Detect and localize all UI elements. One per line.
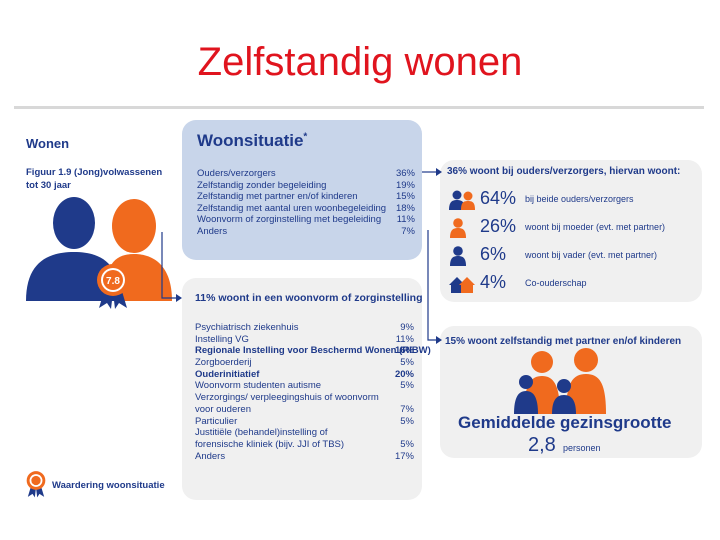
- row-value: 9%: [400, 322, 414, 333]
- list-item: Woonvorm studenten autisme 5%: [195, 380, 414, 392]
- list-item: Ouders/verzorgers 36%: [197, 168, 415, 180]
- item-percentage: 4%: [480, 272, 507, 292]
- row-value: 7%: [401, 225, 415, 237]
- row-value: 5%: [400, 415, 414, 427]
- row-label: Ouders/verzorgers: [197, 168, 276, 179]
- list-item: Psychiatrisch ziekenhuis 9%: [195, 322, 414, 334]
- list-item: Zelfstandig zonder begeleiding 19%: [197, 180, 415, 192]
- zorginstelling-panel: [182, 278, 422, 500]
- item-percentage: 26%: [480, 216, 517, 236]
- title-divider: [14, 106, 704, 109]
- row-value: 15%: [395, 191, 415, 203]
- woonsituatie-title-mark: *: [303, 131, 308, 143]
- two-houses-icon: [449, 277, 475, 293]
- woonsituatie-title-text: Woonsituatie: [197, 131, 304, 150]
- rating-badge-value: 7.8: [106, 276, 120, 287]
- list-item: 26% woont bij moeder (evt. met partner): [448, 216, 698, 240]
- row-label: Verzorgings/ verpleegingshuis of woonvor…: [195, 392, 379, 404]
- woonsituatie-list: Ouders/verzorgers 36% Zelfstandig zonder …: [197, 168, 415, 238]
- figure-caption: Figuur 1.9 (Jong)volwassenen tot 30 jaar: [26, 167, 163, 191]
- row-value: 16%: [394, 345, 414, 357]
- row-label: Instelling VG: [195, 333, 249, 345]
- list-item: voor ouderen 7%: [195, 404, 414, 416]
- list-item: forensische kliniek (bijv. JJI of TBS) 5%: [195, 439, 414, 451]
- list-item: Particulier 5%: [195, 416, 414, 428]
- woonsituatie-title: Woonsituatie*: [197, 131, 307, 151]
- row-label: Woonvorm studenten autisme: [195, 380, 322, 392]
- item-percentage: 64%: [480, 188, 517, 208]
- list-item: 6% woont bij vader (evt. met partner): [448, 244, 698, 268]
- item-percentage: 6%: [480, 244, 507, 264]
- partner-heading: 15% woont zelfstandig met partner en/of …: [445, 336, 682, 347]
- family-size-title: Gemiddelde gezinsgrootte: [458, 413, 672, 432]
- list-item: 64% bij beide ouders/verzorgers: [448, 188, 698, 212]
- rating-rosette-icon: 7.8: [97, 264, 129, 309]
- row-label: Zelfstandig zonder begeleiding: [197, 179, 327, 191]
- family-size-unit: personen: [563, 443, 601, 453]
- two-parents-icon: [449, 190, 475, 210]
- row-value: 7%: [400, 403, 414, 415]
- list-item: Zelfstandig met aantal uren woonbegeleid…: [197, 203, 415, 215]
- zorginstelling-heading: 11% woont in een woonvorm of zorginstell…: [195, 292, 423, 304]
- row-value: 11%: [396, 214, 415, 226]
- mother-icon: [450, 218, 466, 238]
- list-item: Ouderinitiatief 20%: [195, 369, 414, 381]
- row-value: 11%: [395, 333, 414, 345]
- rating-label: Waardering woonsituatie: [52, 480, 165, 491]
- list-item: Verzorgings/ verpleegingshuis of woonvor…: [195, 392, 414, 404]
- slide-title: Zelfstandig wonen: [197, 40, 523, 84]
- father-icon: [450, 246, 466, 266]
- list-item: Anders 7%: [197, 226, 415, 238]
- row-label: Zorgboerderij: [195, 357, 252, 369]
- list-item: Justitiële (behandel)instelling of: [195, 427, 414, 439]
- row-label: voor ouderen: [195, 403, 251, 415]
- row-label: Regionale Instelling voor Beschermd Wone…: [195, 345, 431, 357]
- row-value: 5%: [400, 380, 414, 392]
- item-description: Co-ouderschap: [525, 278, 587, 288]
- row-value: 18%: [395, 202, 415, 214]
- row-label: forensische kliniek (bijv. JJI of TBS): [195, 438, 345, 450]
- row-label: Zelfstandig met aantal uren woonbegeleid…: [197, 202, 387, 214]
- zorginstelling-list: Psychiatrisch ziekenhuis 9% Instelling VG…: [195, 322, 431, 463]
- row-label: Psychiatrisch ziekenhuis: [195, 322, 299, 333]
- list-item: Regionale Instelling voor Beschermd Wone…: [195, 345, 431, 357]
- item-description: bij beide ouders/verzorgers: [525, 194, 634, 204]
- people-silhouette-icon: [26, 197, 172, 301]
- item-description: woont bij moeder (evt. met partner): [525, 222, 666, 232]
- list-item: Zelfstandig met partner en/of kinderen 15…: [197, 191, 415, 203]
- row-value: 17%: [394, 450, 414, 462]
- row-label: Zelfstandig met partner en/of kinderen: [197, 191, 358, 203]
- family-size-value: 2,8: [528, 434, 556, 456]
- item-description: woont bij vader (evt. met partner): [525, 250, 658, 260]
- row-label: Particulier: [195, 415, 238, 427]
- list-item: 4% Co-ouderschap: [448, 272, 698, 296]
- row-value: 36%: [395, 168, 415, 179]
- row-label: Anders: [195, 450, 226, 462]
- rating-small-rosette-icon: [26, 471, 46, 498]
- row-value: 5%: [400, 438, 414, 450]
- row-label: Ouderinitiatief: [195, 368, 260, 380]
- woonsituatie-panel: [182, 120, 422, 260]
- row-label: Woonvorm of zorginstelling met begeleidi…: [197, 214, 382, 226]
- row-label: Justitiële (behandel)instelling of: [195, 427, 328, 439]
- list-item: Anders 17%: [195, 451, 414, 463]
- ouders-panel: [440, 160, 702, 302]
- list-item: Instelling VG 11%: [195, 334, 414, 346]
- ouders-heading: 36% woont bij ouders/verzorgers, hiervan…: [447, 166, 681, 177]
- list-item: Zorgboerderij 5%: [195, 357, 414, 369]
- list-item: Woonvorm of zorginstelling met begeleidi…: [197, 214, 415, 226]
- section-heading: Wonen: [26, 136, 70, 151]
- row-label: Anders: [197, 225, 228, 237]
- row-value: 5%: [400, 357, 414, 369]
- row-value: 19%: [395, 179, 415, 191]
- row-value: 20%: [394, 368, 414, 380]
- family-icon: [514, 348, 606, 414]
